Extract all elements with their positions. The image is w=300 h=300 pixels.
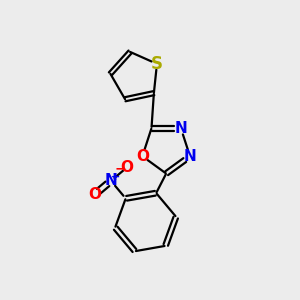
Text: N: N	[105, 173, 117, 188]
Text: S: S	[151, 55, 163, 73]
Text: O: O	[136, 149, 149, 164]
Text: O: O	[88, 187, 101, 202]
Text: N: N	[184, 149, 196, 164]
Text: +: +	[111, 172, 121, 182]
Text: −: −	[115, 162, 127, 176]
Text: O: O	[121, 160, 134, 175]
Text: N: N	[175, 121, 187, 136]
